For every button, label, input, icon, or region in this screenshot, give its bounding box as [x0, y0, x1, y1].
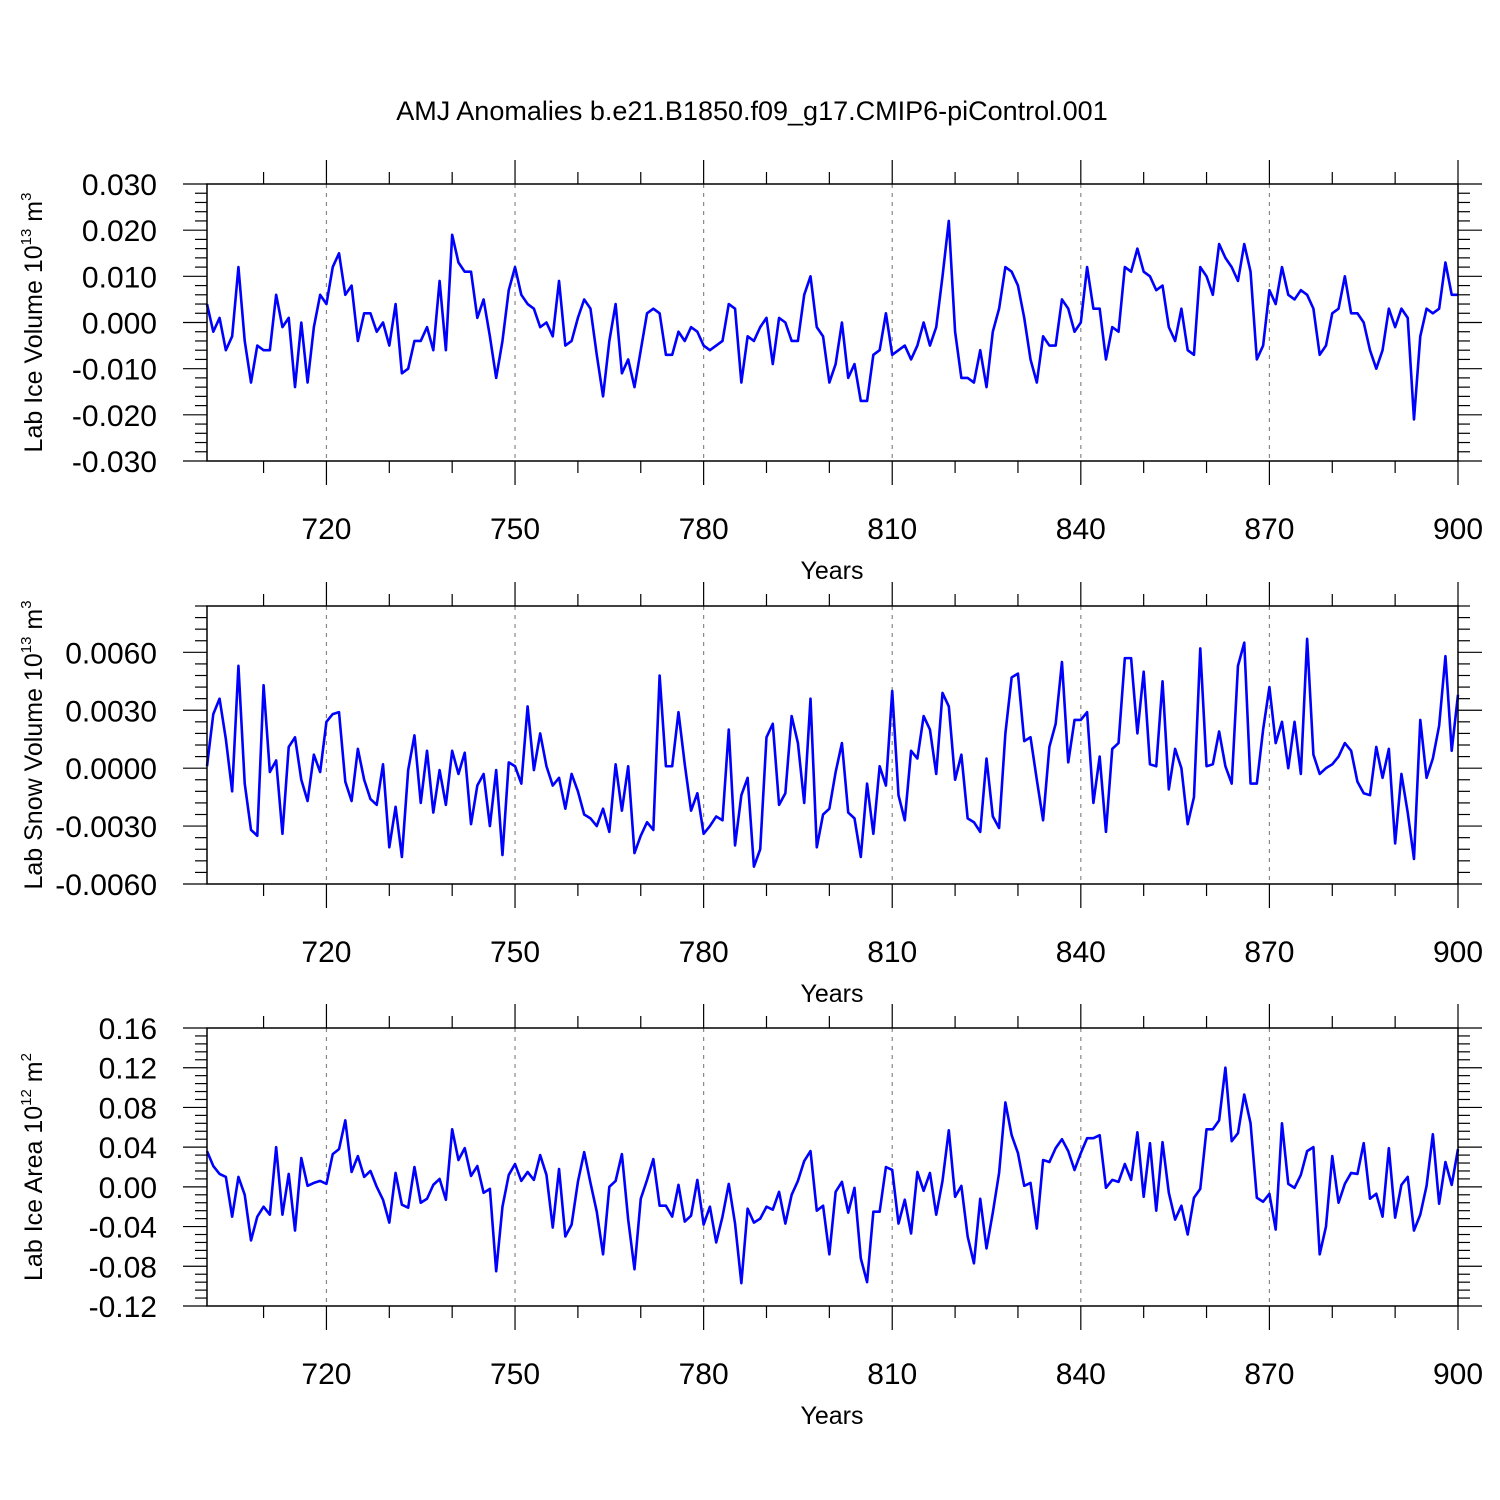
- plot-frame: [206, 1027, 1459, 1307]
- x-tick-label: 840: [1056, 936, 1106, 969]
- axis-ticks: [183, 1004, 1482, 1330]
- x-tick-label: 900: [1433, 513, 1483, 546]
- x-tick-label: 780: [679, 936, 729, 969]
- x-tick-label: 870: [1244, 936, 1294, 969]
- y-tick-labels: -0.12 -0.08 -0.04 0.00 0.04 0.08 0.12 0.16: [89, 1013, 157, 1324]
- y-tick-label: 0.08: [99, 1092, 157, 1125]
- plot-frame: [206, 183, 1459, 462]
- y-tick-label: 0.00: [99, 1172, 157, 1205]
- y-tick-label: -0.020: [72, 400, 157, 433]
- x-tick-label: 810: [867, 513, 917, 546]
- y-tick-label: 0.0000: [65, 753, 157, 786]
- y-tick-labels: -0.030 -0.020 -0.010 0.000 0.010 0.020 0.030: [72, 169, 157, 479]
- y-label-base: Lab Snow Volume 10: [20, 653, 48, 889]
- x-tick-label: 780: [679, 513, 729, 546]
- x-tick-label: 720: [301, 513, 351, 546]
- x-tick-labels: 720 750 780 810 840 870 900: [301, 1358, 1483, 1391]
- y-tick-label: -0.0060: [55, 869, 157, 902]
- y-label-unit: m: [20, 201, 48, 229]
- y-axis-label: Lab Ice Volume 1013 m3: [18, 193, 48, 453]
- y-tick-label: 0.16: [99, 1013, 157, 1046]
- x-tick-label: 810: [867, 936, 917, 969]
- x-tick-label: 900: [1433, 1358, 1483, 1391]
- x-tick-label: 840: [1056, 1358, 1106, 1391]
- x-tick-labels: 720 750 780 810 840 870 900: [301, 936, 1483, 969]
- y-label-unit: m: [20, 609, 48, 637]
- ice-area-panel: -0.12-0.08-0.040.000.040.080.120.16 720 7…: [18, 1004, 1483, 1430]
- y-tick-label: -0.010: [72, 354, 157, 387]
- x-grid: [325, 606, 1271, 884]
- y-label-exponent: 13: [18, 229, 35, 246]
- x-tick-labels: 720 750 780 810 840 870 900: [301, 513, 1483, 546]
- y-label-exponent: 13: [18, 637, 35, 654]
- x-tick-label: 750: [490, 1358, 540, 1391]
- y-axis-label: Lab Snow Volume 1013 m3: [18, 600, 48, 889]
- y-axis-label: Lab Ice Area 1012 m2: [18, 1053, 48, 1281]
- y-tick-label: -0.08: [89, 1251, 157, 1284]
- axis-ticks: [183, 582, 1482, 908]
- x-tick-label: 720: [301, 1358, 351, 1391]
- y-tick-label: -0.12: [89, 1291, 157, 1324]
- x-tick-label: 780: [679, 1358, 729, 1391]
- ice-area-series-line: [205, 1066, 1460, 1285]
- x-tick-label: 750: [490, 936, 540, 969]
- y-tick-labels: -0.0060 -0.0030 0.0000 0.0030 0.0060: [55, 637, 157, 902]
- y-tick-label: 0.030: [82, 169, 157, 202]
- x-tick-label: 720: [301, 936, 351, 969]
- x-axis-label: Years: [800, 980, 863, 1008]
- y-tick-label: 0.010: [82, 261, 157, 294]
- y-tick-label: -0.0030: [55, 811, 157, 844]
- ice-volume-series-line: [205, 219, 1458, 421]
- x-tick-label: 810: [867, 1358, 917, 1391]
- x-axis-label: Years: [800, 1402, 863, 1430]
- plot-frame: [206, 605, 1459, 885]
- y-label-exponent: 12: [18, 1089, 35, 1106]
- y-label-unit-exponent: 2: [18, 1053, 35, 1061]
- y-tick-label: 0.04: [99, 1132, 157, 1165]
- y-tick-label: 0.000: [82, 308, 157, 341]
- x-tick-label: 870: [1244, 513, 1294, 546]
- ice-volume-panel: -0.030 -0.020 -0.010 0.000 0.010 0.020 0.030 7…: [18, 160, 1483, 585]
- snow-volume-series-line: [205, 637, 1460, 868]
- x-grid: [325, 184, 1271, 461]
- x-tick-label: 900: [1433, 936, 1483, 969]
- y-label-base: Lab Ice Area 10: [20, 1106, 48, 1281]
- y-tick-label: -0.030: [72, 446, 157, 479]
- x-tick-label: 870: [1244, 1358, 1294, 1391]
- y-label-unit: m: [20, 1061, 48, 1089]
- y-label-unit-exponent: 3: [18, 600, 35, 608]
- x-tick-label: 840: [1056, 513, 1106, 546]
- axis-ticks: [183, 160, 1482, 485]
- y-label-base: Lab Ice Volume 10: [20, 245, 48, 452]
- y-tick-label: 0.0060: [65, 637, 157, 670]
- x-axis-label: Years: [800, 557, 863, 585]
- figure-title: AMJ Anomalies b.e21.B1850.f09_g17.CMIP6-…: [396, 96, 1107, 126]
- y-tick-label: 0.0030: [65, 695, 157, 728]
- x-tick-label: 750: [490, 513, 540, 546]
- y-tick-label: 0.020: [82, 215, 157, 248]
- y-tick-label: 0.12: [99, 1053, 157, 1086]
- y-label-unit-exponent: 3: [18, 193, 35, 201]
- y-tick-label: -0.04: [89, 1212, 157, 1245]
